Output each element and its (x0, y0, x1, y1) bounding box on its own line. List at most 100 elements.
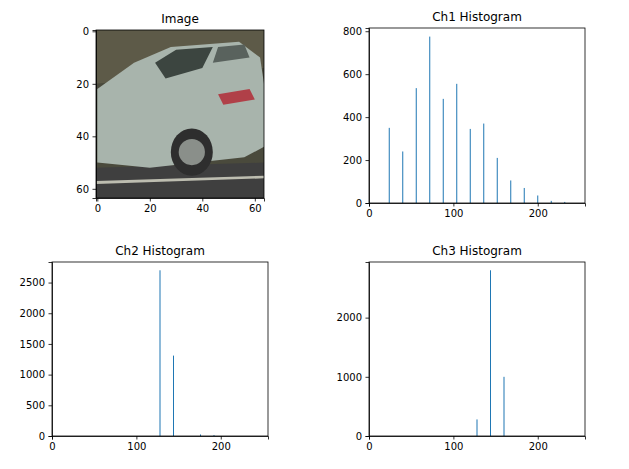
x-tick: 0 (366, 436, 372, 452)
x-tick-label: 200 (212, 441, 231, 452)
title: Ch2 Histogram (115, 244, 205, 258)
y-tick-label: 400 (343, 112, 362, 123)
x-tick-label: 40 (196, 203, 209, 214)
panel: 010020005001000150020002500Ch2 Histogram (20, 244, 269, 452)
x-tick: 100 (444, 436, 463, 452)
x-tick-mark (453, 203, 454, 207)
x-tick-label: 0 (95, 203, 101, 214)
x-tick-label: 100 (127, 441, 146, 452)
bar (389, 128, 390, 203)
y-tick-mark (366, 31, 370, 32)
y-tick-label: 500 (26, 400, 45, 411)
frame (52, 262, 268, 436)
y-tick-label: 0 (356, 198, 362, 209)
bar (402, 151, 403, 203)
title: Ch1 Histogram (432, 10, 522, 24)
y-tick-mark (366, 203, 370, 204)
x-tick: 20 (144, 198, 157, 214)
y-tick-label: 0 (83, 26, 89, 37)
x-axis: 0 100 200 (366, 436, 585, 452)
panel: 01002000200400600800Ch1 Histogram (343, 10, 586, 219)
y-axis: 0 200 400 600 800 (343, 26, 370, 209)
y-tick: 1500 (20, 339, 52, 350)
y-tick-label: 1500 (20, 339, 45, 350)
y-tick-label: 2500 (20, 277, 45, 288)
title: Image (161, 12, 199, 26)
bar (456, 84, 457, 203)
y-tick: 0 (356, 431, 369, 442)
x-tick: 0 (95, 198, 101, 214)
panel: 0100200010002000Ch3 Histogram (337, 244, 586, 452)
y-axis-line (49, 263, 53, 437)
image-road-line (96, 176, 264, 184)
bar (160, 270, 161, 436)
y-tick: 60 (76, 184, 96, 195)
y-tick: 2500 (20, 277, 52, 288)
image-car-window (155, 47, 213, 79)
x-tick-mark (150, 198, 151, 202)
y-tick-mark (366, 74, 370, 75)
x-tick: 40 (196, 198, 209, 214)
y-tick-label: 1000 (20, 369, 45, 380)
y-tick-mark (366, 117, 370, 118)
image-car-body (97, 42, 264, 168)
frame (369, 28, 585, 203)
y-tick-label: 800 (343, 26, 362, 37)
y-tick-label: 1000 (337, 372, 362, 383)
panel: 02040600204060Image (76, 12, 264, 214)
x-tick: 200 (529, 203, 548, 219)
bar (173, 356, 174, 436)
x-axis-line (97, 199, 265, 202)
x-tick-mark (136, 436, 137, 440)
y-tick: 600 (343, 69, 369, 80)
y-tick-mark (366, 377, 370, 378)
image-car-light (218, 89, 255, 105)
bar (537, 195, 538, 203)
x-tick-mark (202, 198, 203, 202)
y-tick: 400 (343, 112, 369, 123)
y-tick-mark (49, 405, 53, 406)
x-tick-mark (538, 203, 539, 207)
y-tick: 40 (76, 131, 96, 142)
bar (490, 270, 491, 436)
y-tick-label: 0 (39, 431, 45, 442)
y-tick-label: 0 (356, 431, 362, 442)
title: Ch3 Histogram (432, 244, 522, 258)
figure: 02040600204060Image01002000200400600800C… (0, 0, 629, 469)
y-tick-mark (49, 283, 53, 284)
y-tick: 0 (356, 198, 369, 209)
x-tick-mark (221, 436, 222, 440)
y-tick-label: 200 (343, 155, 362, 166)
x-tick: 100 (127, 436, 146, 452)
y-tick: 20 (76, 79, 96, 90)
y-axis-line (93, 31, 97, 199)
x-tick-label: 0 (366, 441, 372, 452)
y-tick-label: 2000 (20, 308, 45, 319)
x-tick: 0 (49, 436, 55, 452)
y-tick-label: 600 (343, 69, 362, 80)
y-tick-mark (93, 84, 97, 85)
x-tick: 100 (444, 203, 463, 219)
y-tick-label: 60 (76, 184, 89, 195)
bar (416, 88, 417, 203)
y-tick: 1000 (337, 372, 369, 383)
x-tick-label: 200 (529, 441, 548, 452)
image-background (96, 30, 264, 198)
y-tick-mark (49, 375, 53, 376)
frame (96, 30, 264, 198)
y-tick-mark (366, 318, 370, 319)
bar (483, 124, 484, 203)
y-tick-mark (366, 160, 370, 161)
x-tick-label: 0 (49, 441, 55, 452)
x-tick-label: 100 (444, 441, 463, 452)
x-tick-mark (97, 198, 98, 202)
y-tick-label: 20 (76, 79, 89, 90)
y-axis: 0 1000 2000 (337, 263, 370, 442)
image-car-rim (179, 139, 205, 165)
x-tick-mark (538, 436, 539, 440)
y-tick: 0 (39, 431, 52, 442)
x-tick: 200 (212, 436, 231, 452)
frame (369, 262, 585, 436)
x-tick-label: 200 (529, 208, 548, 219)
y-tick-label: 2000 (337, 312, 362, 323)
